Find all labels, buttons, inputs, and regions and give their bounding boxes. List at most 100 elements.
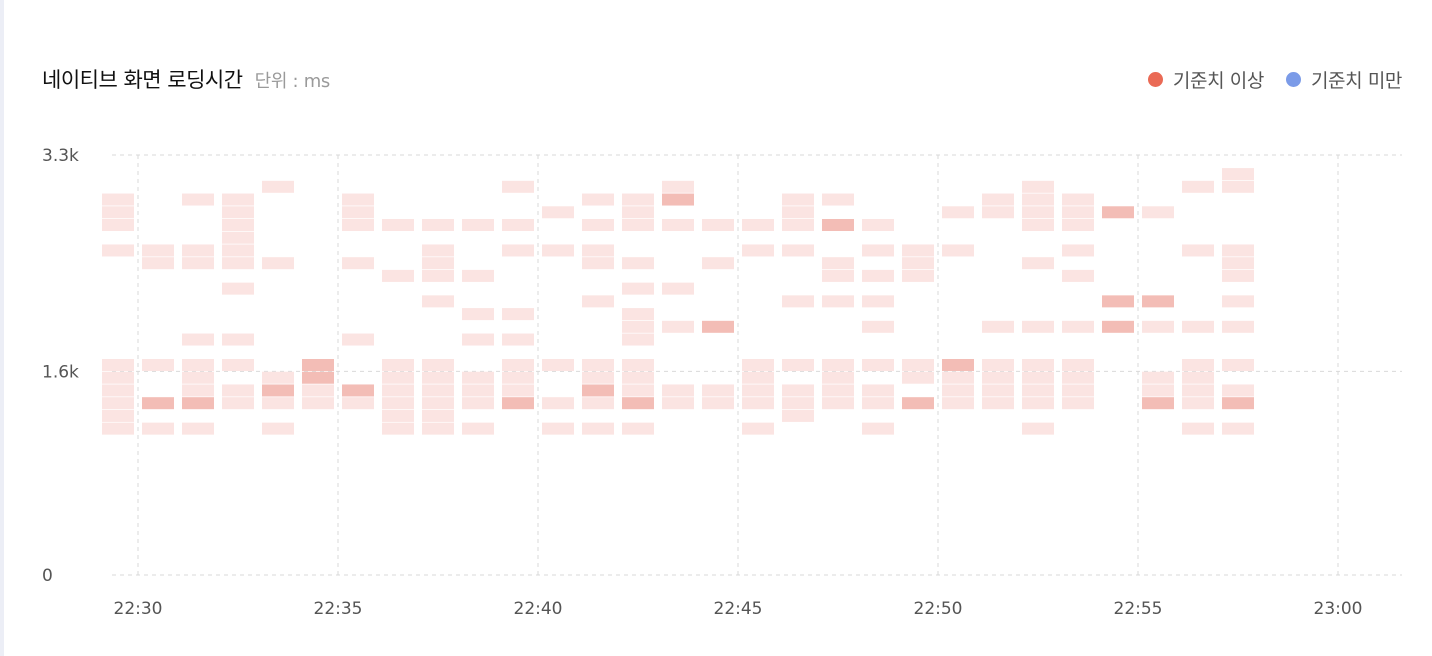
heatmap-cell[interactable] xyxy=(782,206,814,219)
heatmap-cell[interactable] xyxy=(382,409,414,422)
heatmap-cell[interactable] xyxy=(502,397,534,410)
heatmap-cell[interactable] xyxy=(102,359,134,371)
heatmap-cell[interactable] xyxy=(622,397,654,410)
heatmap-cell[interactable] xyxy=(862,422,894,435)
heatmap-cell[interactable] xyxy=(262,180,294,193)
heatmap-cell[interactable] xyxy=(142,257,174,270)
heatmap-cell[interactable] xyxy=(502,371,534,384)
heatmap-cell[interactable] xyxy=(942,371,974,384)
heatmap-cell[interactable] xyxy=(422,359,454,371)
heatmap-cell[interactable] xyxy=(902,269,934,282)
heatmap-cell[interactable] xyxy=(142,244,174,257)
heatmap-cell[interactable] xyxy=(1102,295,1134,308)
heatmap-cell[interactable] xyxy=(942,397,974,410)
heatmap-cell[interactable] xyxy=(902,397,934,410)
heatmap-cell[interactable] xyxy=(102,206,134,219)
heatmap-cell[interactable] xyxy=(462,371,494,384)
heatmap-cell[interactable] xyxy=(862,219,894,231)
heatmap-cell[interactable] xyxy=(422,269,454,282)
heatmap-cell[interactable] xyxy=(222,384,254,397)
heatmap-cell[interactable] xyxy=(1062,384,1094,397)
heatmap-cell[interactable] xyxy=(1062,244,1094,257)
heatmap-cell[interactable] xyxy=(782,295,814,308)
heatmap-cell[interactable] xyxy=(582,219,614,231)
heatmap-cell[interactable] xyxy=(342,219,374,231)
heatmap-cell[interactable] xyxy=(862,269,894,282)
heatmap-cell[interactable] xyxy=(582,193,614,206)
heatmap-cell[interactable] xyxy=(182,384,214,397)
heatmap-cell[interactable] xyxy=(1182,422,1214,435)
heatmap-cell[interactable] xyxy=(182,333,214,346)
heatmap-cell[interactable] xyxy=(742,244,774,257)
heatmap-cell[interactable] xyxy=(1222,422,1254,435)
heatmap-cell[interactable] xyxy=(822,193,854,206)
heatmap-cell[interactable] xyxy=(542,397,574,410)
heatmap-cell[interactable] xyxy=(662,320,694,333)
heatmap-cell[interactable] xyxy=(1222,295,1254,308)
heatmap-cell[interactable] xyxy=(1142,320,1174,333)
legend-item-above-threshold[interactable]: 기준치 이상 xyxy=(1147,66,1264,93)
heatmap-cell[interactable] xyxy=(982,206,1014,219)
heatmap-cell[interactable] xyxy=(222,257,254,270)
heatmap-cell[interactable] xyxy=(222,333,254,346)
heatmap-cell[interactable] xyxy=(1062,193,1094,206)
heatmap-cell[interactable] xyxy=(982,320,1014,333)
heatmap-cell[interactable] xyxy=(1182,180,1214,193)
heatmap-cell[interactable] xyxy=(622,384,654,397)
heatmap-cell[interactable] xyxy=(1222,397,1254,410)
heatmap-cell[interactable] xyxy=(622,320,654,333)
heatmap-cell[interactable] xyxy=(422,257,454,270)
heatmap-cell[interactable] xyxy=(262,257,294,270)
heatmap-cell[interactable] xyxy=(702,397,734,410)
heatmap-cell[interactable] xyxy=(542,244,574,257)
heatmap-cell[interactable] xyxy=(622,219,654,231)
heatmap-cell[interactable] xyxy=(1182,384,1214,397)
heatmap-cell[interactable] xyxy=(822,384,854,397)
heatmap-cell[interactable] xyxy=(622,422,654,435)
heatmap-cell[interactable] xyxy=(1222,244,1254,257)
heatmap-cell[interactable] xyxy=(342,193,374,206)
heatmap-cell[interactable] xyxy=(102,193,134,206)
heatmap-cell[interactable] xyxy=(822,219,854,231)
heatmap-cell[interactable] xyxy=(302,359,334,371)
heatmap-cell[interactable] xyxy=(902,359,934,371)
heatmap-cell[interactable] xyxy=(1222,257,1254,270)
heatmap-cell[interactable] xyxy=(182,244,214,257)
heatmap-cell[interactable] xyxy=(582,384,614,397)
heatmap-cell[interactable] xyxy=(622,193,654,206)
heatmap-cell[interactable] xyxy=(662,384,694,397)
heatmap-cell[interactable] xyxy=(902,244,934,257)
heatmap-cell[interactable] xyxy=(742,422,774,435)
heatmap-cell[interactable] xyxy=(622,206,654,219)
heatmap-cell[interactable] xyxy=(422,384,454,397)
heatmap-cell[interactable] xyxy=(942,244,974,257)
heatmap-cell[interactable] xyxy=(222,282,254,295)
heatmap-cell[interactable] xyxy=(1022,206,1054,219)
heatmap-cell[interactable] xyxy=(462,269,494,282)
heatmap-cell[interactable] xyxy=(182,422,214,435)
heatmap-cell[interactable] xyxy=(862,384,894,397)
heatmap-cell[interactable] xyxy=(662,219,694,231)
heatmap-cell[interactable] xyxy=(742,371,774,384)
heatmap-cell[interactable] xyxy=(1022,359,1054,371)
heatmap-cell[interactable] xyxy=(462,384,494,397)
heatmap-cell[interactable] xyxy=(902,257,934,270)
heatmap-cell[interactable] xyxy=(462,397,494,410)
heatmap-cell[interactable] xyxy=(182,371,214,384)
heatmap-cell[interactable] xyxy=(222,231,254,244)
heatmap-cell[interactable] xyxy=(1182,244,1214,257)
heatmap-cell[interactable] xyxy=(622,371,654,384)
heatmap-cell[interactable] xyxy=(582,422,614,435)
heatmap-cell[interactable] xyxy=(822,397,854,410)
heatmap-cell[interactable] xyxy=(1022,384,1054,397)
heatmap-cell[interactable] xyxy=(1102,320,1134,333)
heatmap-cell[interactable] xyxy=(582,397,614,410)
heatmap-cell[interactable] xyxy=(1222,384,1254,397)
heatmap-cell[interactable] xyxy=(222,244,254,257)
heatmap-cell[interactable] xyxy=(862,244,894,257)
heatmap-cell[interactable] xyxy=(822,359,854,371)
heatmap-cell[interactable] xyxy=(422,219,454,231)
heatmap-cell[interactable] xyxy=(1022,371,1054,384)
heatmap-cell[interactable] xyxy=(782,384,814,397)
heatmap-cell[interactable] xyxy=(982,384,1014,397)
